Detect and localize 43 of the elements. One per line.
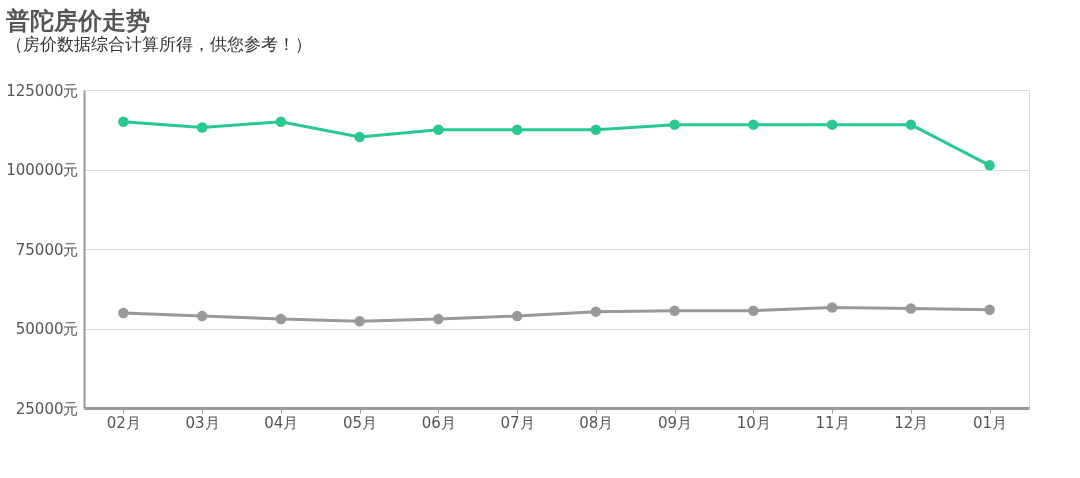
chart-title: 普陀房价走势: [4, 7, 150, 35]
point: [511, 310, 523, 322]
chart-subtitle: （房价数据综合计算所得，供您参考！）: [5, 34, 312, 54]
x-tick-label: 02月: [106, 413, 141, 432]
x-tick-label: 06月: [421, 413, 456, 432]
point: [905, 119, 917, 130]
point: [905, 303, 917, 314]
point: [511, 124, 523, 135]
point: [433, 313, 444, 325]
x-tick-label: 10月: [736, 413, 771, 432]
x-tick-label: 03月: [185, 413, 220, 432]
point: [590, 306, 602, 317]
x-tick-label: 01月: [973, 413, 1008, 432]
point: [748, 119, 759, 130]
point: [984, 160, 995, 171]
x-tick-label: 08月: [579, 413, 614, 432]
point: [590, 124, 602, 135]
point: [433, 124, 444, 135]
x-tick-label: 11月: [815, 413, 850, 432]
y-tick-label: 125000元: [6, 81, 79, 100]
point: [275, 313, 287, 325]
point: [826, 302, 838, 313]
y-tick-label: 25000元: [15, 399, 79, 418]
x-tick-label: 09月: [658, 413, 693, 432]
point: [669, 119, 680, 130]
y-tick-label: 50000元: [15, 320, 79, 338]
point: [275, 116, 287, 128]
point: [984, 304, 995, 315]
point: [748, 305, 759, 316]
point: [118, 307, 129, 319]
x-tick-label: 12月: [894, 413, 929, 432]
point: [196, 310, 208, 322]
x-tick-label: 07月: [500, 413, 535, 432]
y-tick-label: 100000元: [6, 161, 79, 179]
point: [669, 305, 680, 316]
point: [354, 131, 365, 143]
point: [196, 122, 208, 133]
point: [826, 119, 838, 130]
point: [354, 315, 365, 327]
x-tick-label: 05月: [343, 413, 378, 432]
x-tick-label: 04月: [264, 413, 299, 432]
y-tick-label: 75000元: [15, 240, 79, 259]
point: [118, 116, 129, 128]
